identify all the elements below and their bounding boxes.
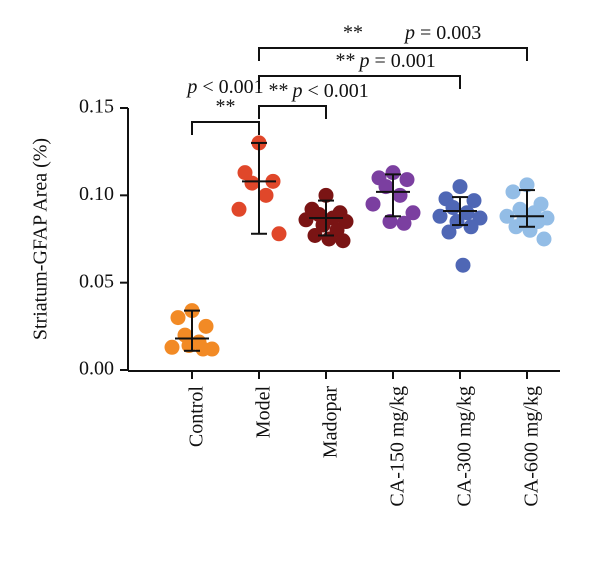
data-point	[455, 257, 471, 273]
data-point	[405, 205, 421, 221]
data-point	[445, 200, 461, 216]
data-point	[441, 224, 457, 240]
data-point	[318, 187, 334, 203]
y-tick-label: 0.15	[79, 96, 114, 118]
data-point	[536, 231, 552, 247]
p-value: p = 0.001	[358, 50, 436, 72]
significance-stars: **	[336, 50, 356, 72]
data-point	[335, 233, 351, 249]
y-tick-label: 0.10	[79, 183, 114, 205]
data-point	[382, 214, 398, 230]
data-point	[170, 310, 186, 326]
x-tick-label: Model	[253, 386, 275, 439]
data-point	[399, 172, 415, 188]
data-point	[499, 208, 515, 224]
data-point	[231, 201, 247, 217]
data-point	[459, 205, 475, 221]
data-point	[385, 165, 401, 181]
x-tick-label: Control	[186, 386, 208, 448]
data-point	[307, 228, 323, 244]
data-point	[365, 196, 381, 212]
data-point	[519, 177, 535, 193]
data-point	[396, 215, 412, 231]
data-point	[298, 212, 314, 228]
data-point	[271, 226, 287, 242]
data-point	[508, 219, 524, 235]
data-point	[195, 341, 211, 357]
p-value: p < 0.001	[291, 80, 369, 102]
data-point	[505, 184, 521, 200]
significance-bracket	[191, 121, 260, 135]
data-point	[244, 175, 260, 191]
data-point	[378, 179, 394, 195]
significance-bracket	[258, 105, 327, 119]
x-tick-label: CA-600 mg/kg	[521, 386, 543, 507]
data-point	[452, 179, 468, 195]
data-point	[392, 187, 408, 203]
p-value: p = 0.003	[403, 22, 481, 44]
x-tick-label: CA-300 mg/kg	[454, 386, 476, 507]
significance-stars: **	[216, 96, 236, 118]
data-point	[463, 219, 479, 235]
p-value: p < 0.001	[185, 76, 263, 98]
y-tick-label: 0.05	[79, 270, 114, 292]
x-tick-label: CA-150 mg/kg	[387, 386, 409, 507]
y-tick-label: 0.00	[79, 358, 114, 380]
data-point	[321, 231, 337, 247]
data-point	[258, 187, 274, 203]
data-point	[198, 318, 214, 334]
significance-stars: **	[343, 22, 363, 44]
data-point	[466, 193, 482, 209]
data-point	[164, 339, 180, 355]
y-axis-label: Striatum-GFAP Area (%)	[30, 138, 52, 340]
data-point	[432, 208, 448, 224]
x-tick-label: Madopar	[320, 386, 342, 459]
significance-bracket	[258, 75, 461, 89]
significance-stars: **	[269, 80, 289, 102]
data-point	[522, 222, 538, 238]
significance-bracket	[258, 47, 528, 61]
